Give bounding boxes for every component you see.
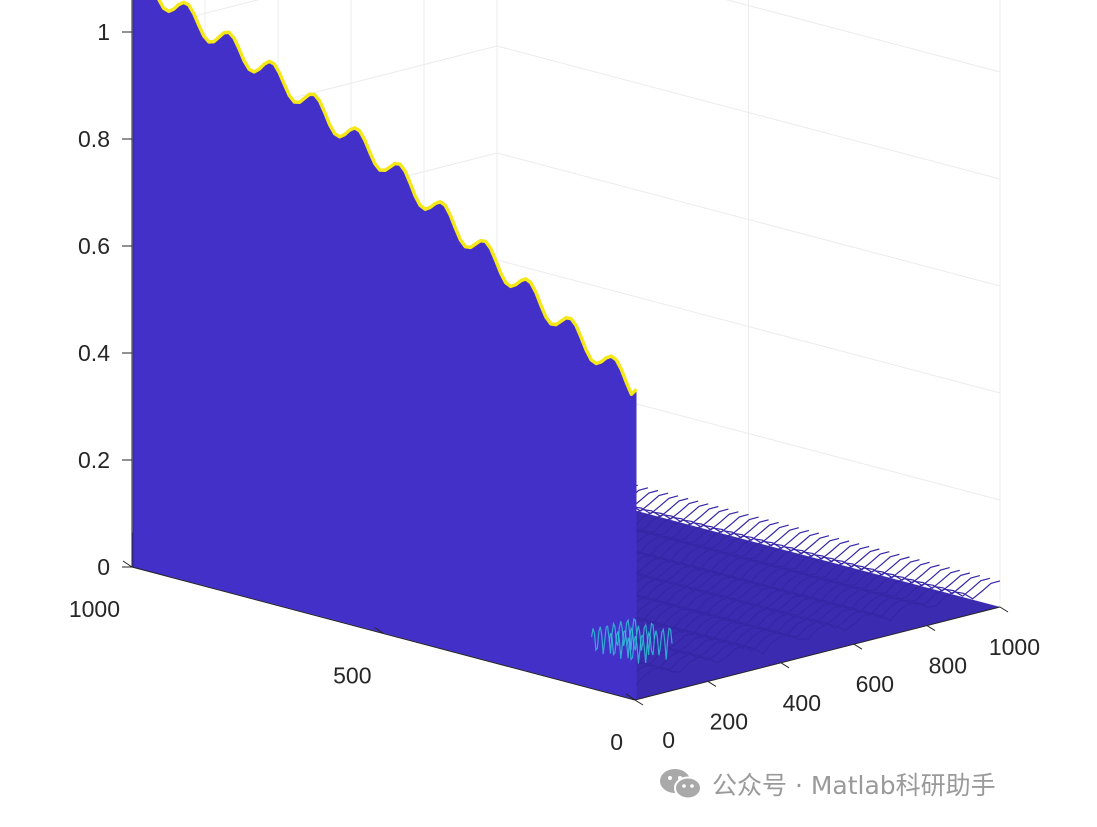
x-tick xyxy=(634,699,644,706)
floor-ridge xyxy=(634,580,1001,687)
x-tick xyxy=(780,662,790,669)
z-tick-label: 1 xyxy=(97,19,110,45)
z-tick-label: 0.6 xyxy=(78,233,110,259)
y-tick-label: 0 xyxy=(610,729,623,755)
floor-ridge xyxy=(614,575,981,682)
floor-ripple xyxy=(608,622,655,659)
x-tick xyxy=(853,643,863,650)
floor-ripple xyxy=(591,617,638,655)
tick-labels: 020040060080010000500100000.20.40.60.811… xyxy=(69,19,1040,755)
floor-ridge xyxy=(594,569,960,677)
x-tick xyxy=(707,680,717,687)
watermark-text: 公众号 · Matlab科研助手 xyxy=(712,771,996,800)
y-tick xyxy=(625,693,636,701)
axes xyxy=(122,0,1009,706)
z-tick-label: 0.2 xyxy=(78,447,110,473)
x-axis-line xyxy=(634,606,1001,701)
watermark: 公众号 · Matlab科研助手 xyxy=(658,766,996,802)
x-tick-label: 1000 xyxy=(989,634,1040,660)
floor-ripple xyxy=(626,627,673,664)
x-tick xyxy=(999,606,1009,613)
y-tick-label: 500 xyxy=(333,663,371,689)
x-tick xyxy=(926,625,936,632)
grid-line-z xyxy=(131,0,1001,73)
z-tick-label: 0 xyxy=(97,554,110,580)
z-tick-label: 0.8 xyxy=(78,126,110,152)
x-tick-label: 800 xyxy=(929,653,967,679)
main-wall xyxy=(133,0,637,700)
wall-crest xyxy=(157,0,638,396)
y-tick-label: 1000 xyxy=(69,596,120,622)
x-tick-label: 400 xyxy=(783,690,821,716)
surface xyxy=(131,0,1001,701)
floor-ridge xyxy=(624,577,991,685)
x-tick-label: 0 xyxy=(662,727,675,753)
x-tick-label: 600 xyxy=(856,671,894,697)
floor-ridge xyxy=(584,567,950,674)
x-tick-label: 200 xyxy=(710,708,748,734)
y-tick xyxy=(122,560,133,568)
z-tick-label: 0.4 xyxy=(78,340,110,366)
y-tick xyxy=(374,627,384,634)
wechat-icon xyxy=(660,769,702,800)
